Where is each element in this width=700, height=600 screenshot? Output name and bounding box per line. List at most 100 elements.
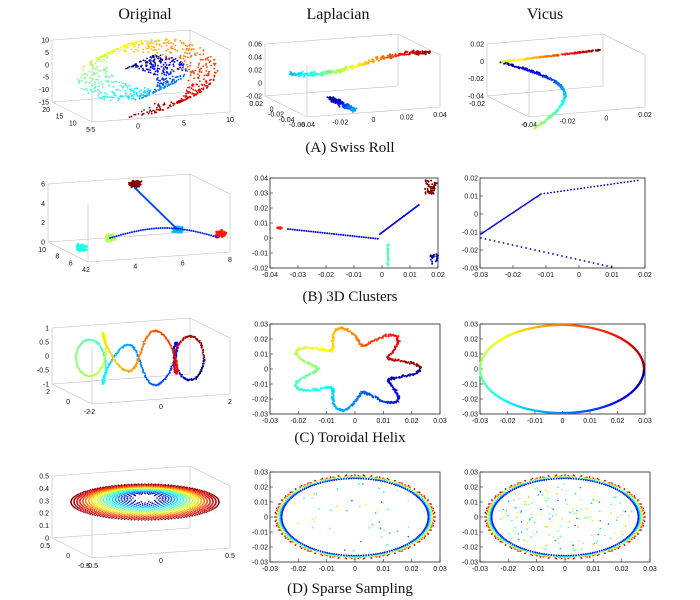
data-point (135, 48, 137, 51)
data-point (148, 92, 150, 95)
data-point (312, 230, 315, 233)
data-point (174, 81, 177, 84)
helix-vicus-plot: -0.03 -0.02 -0.01 0 0.01 0.02 0.030.030.020.01… (462, 322, 652, 426)
data-point (129, 93, 132, 95)
data-point (304, 73, 307, 76)
data-point (113, 92, 116, 95)
data-point (210, 64, 213, 67)
data-point (189, 91, 192, 94)
data-point (404, 53, 407, 56)
data-point (329, 96, 332, 99)
data-point (166, 68, 169, 70)
data-point (552, 78, 555, 81)
data-point (124, 89, 127, 92)
data-point (98, 75, 101, 78)
data-point (307, 230, 310, 233)
data-point (131, 97, 133, 100)
data-point (351, 66, 354, 69)
data-point (620, 181, 622, 184)
data-point (135, 230, 138, 233)
data-point (144, 61, 147, 64)
box-frame (51, 373, 191, 385)
data-point (499, 61, 502, 64)
data-point (191, 44, 194, 47)
data-point (306, 72, 309, 75)
data-point (184, 51, 187, 54)
data-point (150, 56, 153, 59)
z-tick-label: 0 (480, 59, 484, 66)
data-point (287, 228, 289, 230)
data-point (414, 372, 417, 375)
data-point (144, 372, 146, 374)
data-point (564, 93, 567, 96)
data-point (351, 108, 354, 111)
z-tick-label: 6 (41, 182, 45, 189)
scatter-points (499, 48, 601, 130)
data-point (142, 368, 144, 371)
x-tick-label: -0.04 (299, 122, 315, 129)
data-point (143, 109, 145, 111)
data-point (182, 63, 185, 65)
data-point (86, 249, 88, 251)
data-point (197, 64, 200, 66)
data-point (127, 42, 130, 45)
data-point (415, 51, 418, 54)
data-point (83, 65, 85, 67)
data-point (388, 226, 391, 228)
data-point (85, 87, 88, 90)
data-point (156, 78, 158, 81)
data-point (326, 72, 329, 75)
data-point (314, 366, 317, 369)
data-point (531, 57, 534, 60)
data-point (566, 189, 569, 192)
z-tick-label: -0.04 (468, 94, 484, 101)
data-point (146, 228, 149, 231)
data-point (299, 388, 302, 391)
y-tick-label: -0.02 (462, 397, 478, 404)
column-header-vicus: Vicus (526, 6, 564, 23)
data-point (172, 63, 175, 66)
data-point (140, 39, 142, 42)
data-point (389, 402, 392, 404)
data-point (358, 235, 361, 238)
data-point (328, 98, 331, 101)
data-point (149, 109, 152, 112)
data-point (533, 56, 536, 59)
data-point (134, 113, 137, 116)
data-point (397, 335, 400, 338)
data-point (168, 84, 171, 87)
data-point (303, 75, 305, 78)
data-point (99, 344, 102, 347)
data-point (150, 61, 152, 64)
data-point (512, 211, 514, 214)
data-point (356, 66, 359, 69)
data-point (199, 89, 202, 92)
data-point (332, 101, 335, 104)
data-point (319, 73, 322, 76)
data-point (117, 349, 120, 352)
data-point (223, 230, 226, 233)
data-point (377, 59, 380, 62)
x-tick-label: 0.02 (638, 112, 652, 119)
data-point (107, 365, 110, 367)
swiss-roll-laplacian-plot: 0.060.040.020-0.020.020-0.02-0.04-0.06-0… (246, 33, 447, 129)
data-point (138, 97, 141, 100)
data-point (566, 53, 569, 56)
data-point (601, 264, 604, 266)
data-point (498, 241, 500, 243)
data-point (128, 84, 131, 87)
data-point (156, 106, 158, 109)
data-point (79, 369, 81, 371)
data-point (435, 182, 438, 185)
data-point (319, 349, 322, 352)
y-tick-label: -0.02 (469, 101, 485, 108)
z-tick-label: 5 (45, 50, 49, 57)
data-point (143, 342, 145, 344)
x-tick-label: 0 (353, 418, 357, 425)
data-point (435, 255, 438, 258)
data-point (151, 65, 154, 68)
data-point (626, 181, 629, 183)
data-point (560, 100, 563, 102)
data-point (307, 346, 310, 349)
data-point (97, 69, 100, 72)
